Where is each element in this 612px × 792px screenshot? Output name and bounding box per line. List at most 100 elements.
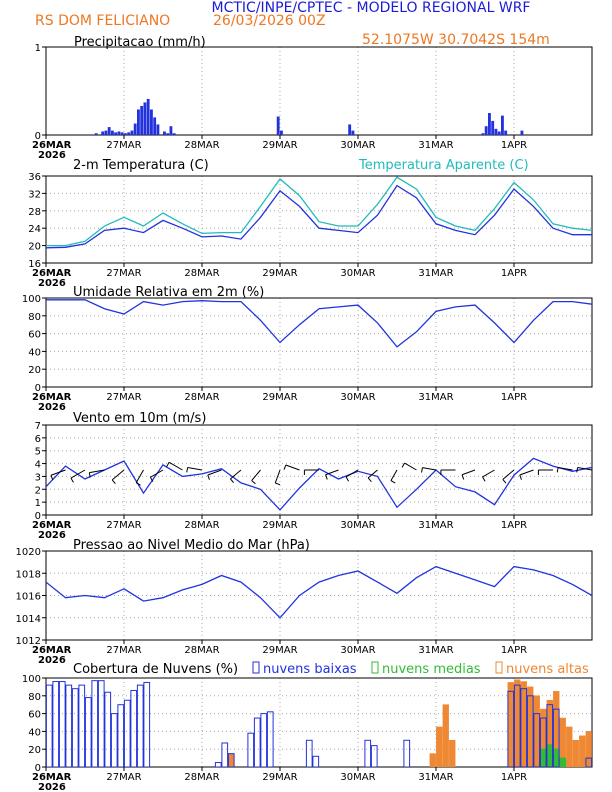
y-tick-label: 3 [35,472,41,483]
cloud-bar-high [449,739,456,767]
wind-barb-flag [390,480,396,484]
x-tick-label: 30MAR [340,520,375,531]
legend-label: nuvens altas [506,662,589,677]
cloud-bar-low [539,717,547,767]
x-tick-label: 27MAR [106,520,141,531]
plot-frame [45,46,593,136]
wind-barb-flag [461,474,465,480]
cloud-bar-low [312,755,320,767]
y-tick-label: 40 [28,347,41,358]
wind-barb-flag [88,472,91,478]
x-tick-label: 29MAR [262,772,297,783]
cloud-bar-low [507,690,515,767]
wind-barb-flag [186,467,189,473]
x-tick-label: 26MAR [32,772,72,783]
x-tick-label: 31MAR [418,392,453,403]
panel-humidity: 0 20 40 60 80 100 26MAR 27MAR 28MAR 29MAR 30MAR 31M… [22,285,593,413]
wind-barb-flag [111,479,116,485]
x-tick-label: 26MAR [32,645,72,656]
wind-barb [150,469,164,478]
y-tick-label: 20 [28,745,41,756]
y-tick-label: 60 [28,710,41,721]
precip-bar [143,102,147,135]
wind-barb-flag [325,474,328,480]
panel-precip: 0 1 26MAR 27MAR 28MAR 29MAR 30MAR 31MAR 1APR 2026… [32,35,593,161]
x-tick-label: 28MAR [184,645,219,656]
wind-barb [50,469,66,476]
cloud-bar-high [527,686,534,767]
wind-barb [422,467,437,471]
wind-barb [285,464,300,471]
panel-title: Umidade Relativa em 2m (%) [73,285,264,300]
x-tick-label: 1APR [501,520,527,531]
cloud-bar-low [552,708,560,767]
wind-barb [596,470,611,473]
cloud-bar-low [260,713,268,767]
wind-barb [325,469,339,476]
y-tick-label: 0 [35,383,41,394]
wind-barb [274,469,281,484]
precip-bar [280,130,283,135]
precip-bar [169,126,173,135]
x-tick-label: 1APR [501,140,527,151]
cloud-bar-high [436,726,443,767]
x-tick-label: 30MAR [340,392,375,403]
legend-swatch [252,661,260,674]
cloud-bar-high [514,679,521,767]
precip-bar [104,130,108,135]
cloud-bar-high [533,695,540,767]
cloud-bar-low [266,711,274,767]
humidity-plot-area [46,299,592,348]
cloud-bar-high [507,682,514,767]
wind-barb-flag [135,482,141,486]
wind-barb [111,469,125,481]
pressure-plot-area [46,565,592,619]
panel-title: Vento em 10m (m/s) [73,411,206,426]
wind-barb-flag [166,462,170,467]
wind-barb-flag [207,474,210,480]
x-tick-label: 26MAR [32,268,72,279]
cloud-bar-low [513,684,521,767]
wind-barb [404,462,417,471]
cloud-bar-high [592,723,598,768]
wind-barb-flag [596,473,597,478]
cloud-bar-low [533,713,541,767]
precip-bar [120,132,124,135]
cloud-bar-low [52,681,60,767]
x-tick-label: 31MAR [418,645,453,656]
precip-bar [130,130,134,135]
cloud-bar-low [117,704,125,767]
cloud-bar-high [585,731,592,767]
x-tick-label: 29MAR [262,268,297,279]
cloud-bar-low [305,739,313,767]
wind-barb-flag [70,477,74,483]
x-tick-label: 28MAR [184,268,219,279]
x-year-label: 2026 [38,402,66,413]
cloud-bar-medium [539,748,547,767]
legend-label: nuvens medias [382,662,481,677]
x-year-label: 2026 [38,782,66,792]
y-tick-label: 100 [22,294,41,305]
wind-barb-flag [50,475,54,481]
x-tick-label: 28MAR [184,392,219,403]
panel-title: Cobertura de Nuvens (%) [73,662,238,677]
y-tick-label: 4 [35,460,41,471]
pressure-series-line-0 [46,565,592,619]
temperature-plot-area [46,176,592,249]
x-tick-label: 1APR [501,392,527,403]
wind-barb-flag [502,479,507,484]
precip-bar [484,126,488,135]
cloud-bar-low [97,680,105,767]
cloud-bar-low [370,745,378,767]
wind-barb [367,469,378,479]
y-tick-label: 20 [28,365,41,376]
precip-bar [348,124,352,135]
cloud-bar-low [546,704,554,767]
panel-wind: 0 1 2 34 5 6 7 26MAR 27MAR 28MAR 29MAR 30MAR 31MAR 1A… [32,411,611,541]
x-year-label: 2026 [38,530,66,541]
x-tick-label: 30MAR [340,645,375,656]
cloud-bar-low [526,695,534,767]
wind-barb [230,469,242,480]
x-tick-label: 29MAR [262,392,297,403]
